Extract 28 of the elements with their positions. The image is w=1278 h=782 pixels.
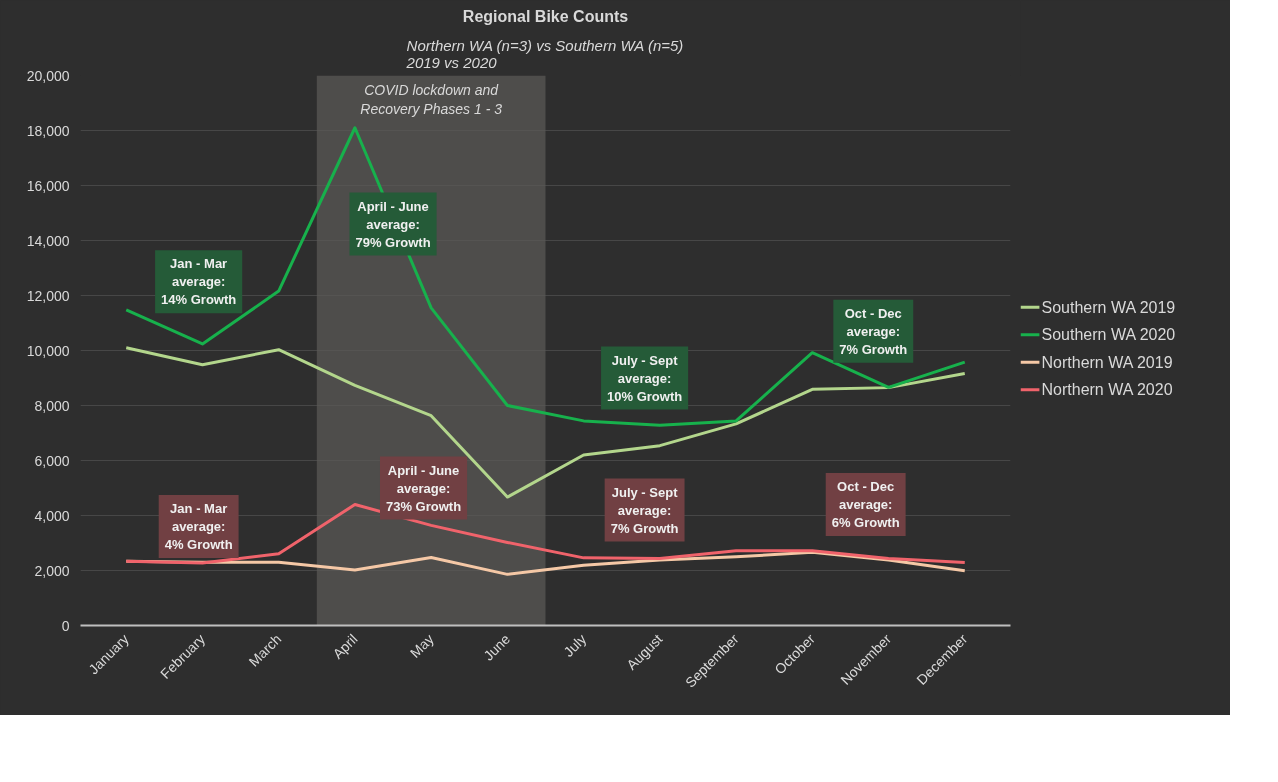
chart-subtitle: Northern WA (n=3) vs Southern WA (n=5) 2019 vs 2020 — [405, 36, 684, 71]
y-tick-label: 16,000 — [26, 177, 70, 194]
x-tick-label: May — [406, 630, 437, 661]
annotation: July - Sept average: 7% Growth — [610, 484, 679, 536]
annotation: April - June average: 79% Growth — [355, 198, 431, 250]
y-tick-label: 2,000 — [34, 562, 70, 579]
legend-label: Northern WA 2019 — [1041, 353, 1173, 371]
y-tick-label: 10,000 — [26, 342, 70, 359]
y-tick-label: 14,000 — [26, 232, 70, 249]
annotation: Oct - Dec average: 7% Growth — [839, 305, 908, 357]
x-tick-label: July — [560, 630, 590, 660]
annotation: Oct - Dec average: 6% Growth — [831, 479, 900, 530]
legend-label: Southern WA 2019 — [1041, 298, 1176, 316]
annotation: Jan - Mar average: 14% Growth — [161, 256, 237, 308]
legend-label: Northern WA 2020 — [1041, 381, 1173, 399]
y-tick-label: 12,000 — [26, 287, 70, 304]
legend-label: Southern WA 2020 — [1041, 326, 1176, 344]
annotation: Jan - Mar average: 4% Growth — [164, 501, 233, 552]
y-tick-label: 0 — [61, 617, 70, 634]
band-label: COVID lockdown and Recovery Phases 1 - 3 — [360, 81, 503, 117]
annotation: July - Sept average: 10% Growth — [607, 352, 683, 404]
y-tick-label: 20,000 — [26, 67, 70, 84]
y-tick-label: 18,000 — [26, 122, 70, 139]
y-tick-label: 4,000 — [34, 507, 70, 524]
y-tick-label: 6,000 — [34, 452, 70, 469]
y-tick-label: 8,000 — [34, 397, 70, 414]
chart-title: Regional Bike Counts — [462, 7, 629, 25]
annotation: April - June average: 73% Growth — [385, 462, 462, 514]
